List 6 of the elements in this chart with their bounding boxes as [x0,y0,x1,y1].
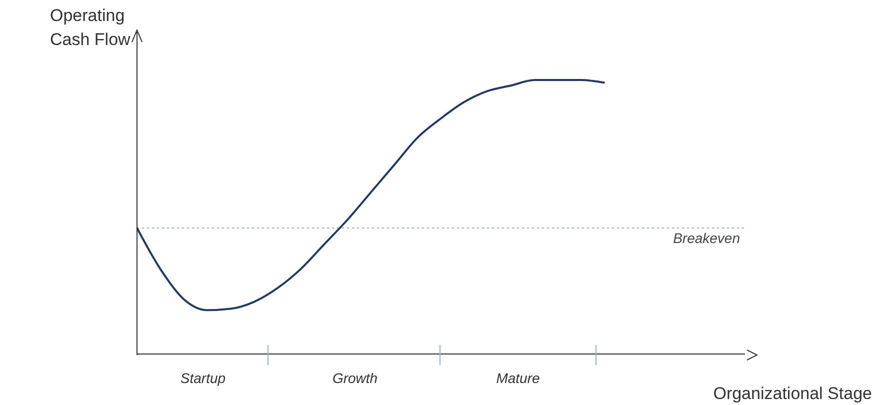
text: Mature [496,370,540,386]
y-axis-title: Operating Cash Flow [50,5,132,51]
text: Startup [180,370,226,386]
text: Growth [332,370,378,386]
x-axis-title: Organizational Stage [713,384,872,403]
ref-line-label: Breakeven [673,230,740,246]
